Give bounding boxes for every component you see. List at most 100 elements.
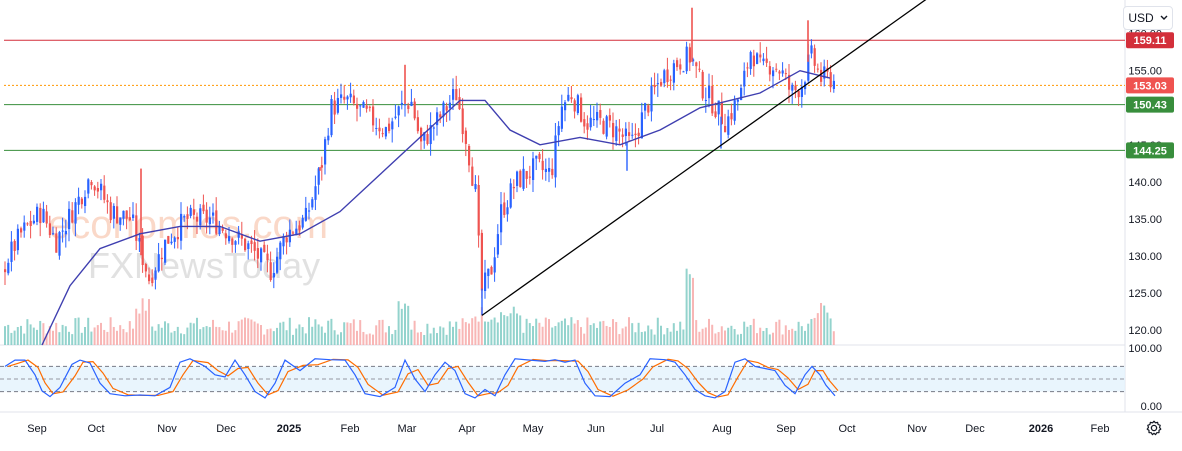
candle-body xyxy=(282,236,285,247)
candle-body xyxy=(602,120,605,134)
candle-body xyxy=(106,200,109,203)
candle xyxy=(173,236,176,249)
candle xyxy=(477,175,480,248)
time-tick-label: Dec xyxy=(965,423,985,435)
candle xyxy=(496,224,499,258)
candle xyxy=(346,95,349,110)
candle xyxy=(253,230,256,261)
candle xyxy=(432,126,435,141)
candle xyxy=(100,178,103,201)
candle-body xyxy=(794,85,797,90)
candle-body xyxy=(669,79,672,81)
candle xyxy=(7,258,10,276)
candle xyxy=(423,131,426,149)
candle xyxy=(279,240,282,271)
candle xyxy=(23,215,26,238)
volume-bar xyxy=(346,322,349,345)
candle xyxy=(778,69,781,81)
candle xyxy=(388,117,391,134)
candle xyxy=(301,214,304,230)
candle xyxy=(541,149,544,180)
volume-bar xyxy=(602,320,605,345)
candle xyxy=(484,259,487,299)
candle-body xyxy=(39,207,42,224)
candle-body xyxy=(231,238,234,245)
candle xyxy=(512,179,515,200)
level-badge-label: 153.03 xyxy=(1133,80,1167,92)
candle xyxy=(263,241,266,253)
volume-bar xyxy=(599,321,602,345)
candle-body xyxy=(621,134,624,137)
candle xyxy=(87,178,90,199)
candle xyxy=(317,167,320,195)
candle xyxy=(685,41,688,74)
volume-bar xyxy=(765,327,768,345)
volume-bar xyxy=(23,333,26,345)
candle-body xyxy=(704,99,707,101)
candle-body xyxy=(647,105,650,113)
candle xyxy=(567,86,570,102)
time-tick-label: Aug xyxy=(712,423,732,435)
candle xyxy=(68,201,71,242)
candle xyxy=(676,57,679,71)
candle xyxy=(154,267,157,290)
candle-body xyxy=(240,233,243,239)
volume-bar xyxy=(455,321,458,345)
volume-bar xyxy=(7,324,10,345)
volume-bar xyxy=(343,322,346,345)
volume-bar xyxy=(266,329,269,345)
volume-bar xyxy=(109,317,112,345)
candle-body xyxy=(688,47,691,63)
time-tick-label: 2026 xyxy=(1029,423,1053,435)
candle-body xyxy=(813,48,816,66)
candle xyxy=(762,53,765,66)
volume-bar xyxy=(717,332,720,345)
volume-bar xyxy=(45,333,48,345)
candle xyxy=(570,85,573,103)
gear-icon[interactable] xyxy=(1145,419,1163,437)
volume-bar xyxy=(132,328,134,345)
candle-body xyxy=(285,237,288,243)
candle xyxy=(736,98,739,111)
candle-body xyxy=(55,233,58,253)
volume-bar xyxy=(692,277,694,345)
candle-body xyxy=(644,103,647,111)
candle-body xyxy=(442,102,445,117)
candle xyxy=(573,98,576,119)
candle xyxy=(397,105,400,128)
candle xyxy=(544,158,547,181)
volume-bar xyxy=(650,329,653,345)
volume-bar xyxy=(36,329,38,345)
candle xyxy=(615,119,618,146)
candle-body xyxy=(496,234,499,255)
volume-bar xyxy=(554,326,557,345)
candle-body xyxy=(768,66,771,75)
candle-body xyxy=(487,268,490,277)
volume-bar xyxy=(720,326,723,345)
candle-body xyxy=(660,82,663,86)
candle-body xyxy=(42,208,45,223)
candle-body xyxy=(224,233,227,239)
volume-bar xyxy=(151,326,154,345)
volume-bar xyxy=(631,323,634,345)
candle-body xyxy=(589,117,592,128)
candle-body xyxy=(135,215,138,241)
candle-body xyxy=(752,55,755,67)
candle xyxy=(208,206,211,235)
candle-body xyxy=(116,206,119,224)
candle xyxy=(602,118,605,135)
candle-body xyxy=(84,196,87,207)
candle xyxy=(605,114,608,140)
candle-body xyxy=(631,134,634,136)
candle-body xyxy=(103,185,106,200)
candle xyxy=(90,180,93,190)
trendline[interactable] xyxy=(481,0,930,316)
candle-body xyxy=(464,130,467,144)
candle-body xyxy=(340,94,343,98)
currency-selector[interactable]: USD xyxy=(1123,6,1173,30)
volume-bar xyxy=(487,321,490,345)
candle xyxy=(343,85,346,104)
candle-body xyxy=(452,89,455,100)
candle-body xyxy=(759,54,762,58)
